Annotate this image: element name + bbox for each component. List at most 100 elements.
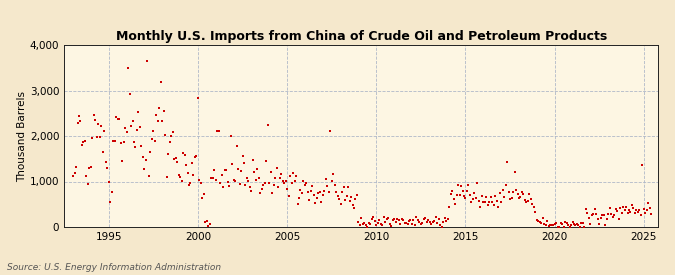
Point — [426, 222, 437, 226]
Point — [387, 218, 398, 222]
Point — [470, 195, 481, 200]
Point — [631, 208, 642, 213]
Point — [398, 218, 408, 222]
Point — [603, 211, 614, 216]
Point — [384, 222, 395, 227]
Point — [321, 177, 331, 182]
Point — [591, 212, 601, 217]
Point — [255, 191, 266, 196]
Point — [527, 202, 538, 207]
Point — [438, 220, 449, 224]
Point — [479, 200, 490, 204]
Point — [457, 189, 468, 193]
Point — [111, 114, 122, 119]
Point — [472, 181, 483, 186]
Point — [593, 217, 603, 221]
Point — [95, 135, 105, 139]
Point — [505, 196, 516, 201]
Point — [576, 221, 587, 226]
Point — [353, 220, 364, 224]
Point — [417, 221, 428, 225]
Point — [215, 180, 225, 185]
Point — [477, 194, 487, 199]
Point — [605, 212, 616, 216]
Point — [405, 218, 416, 222]
Point — [276, 172, 287, 177]
Point — [597, 212, 608, 217]
Point — [265, 169, 276, 174]
Point — [253, 175, 264, 180]
Point — [101, 160, 111, 164]
Point — [377, 222, 387, 227]
Point — [464, 192, 475, 197]
Point — [485, 195, 496, 199]
Point — [549, 222, 560, 226]
Point — [510, 188, 521, 192]
Point — [284, 193, 294, 198]
Point — [594, 222, 605, 226]
Point — [551, 221, 562, 225]
Point — [580, 207, 591, 211]
Point — [341, 194, 352, 199]
Point — [484, 200, 495, 204]
Point — [643, 201, 653, 205]
Point — [615, 206, 626, 210]
Point — [516, 189, 527, 194]
Point — [119, 125, 130, 130]
Point — [225, 133, 236, 138]
Point — [481, 194, 491, 199]
Point — [564, 225, 575, 229]
Point — [630, 211, 641, 215]
Point — [123, 66, 134, 70]
Point — [598, 213, 609, 217]
Point — [319, 189, 329, 193]
Point — [205, 222, 215, 226]
Point — [188, 173, 199, 177]
Point — [75, 119, 86, 123]
Point — [300, 183, 310, 187]
Point — [87, 136, 98, 141]
Point — [190, 155, 200, 160]
Point — [117, 159, 128, 164]
Point — [203, 224, 214, 228]
Point — [113, 117, 124, 121]
Point — [536, 220, 547, 225]
Point — [82, 182, 93, 186]
Point — [383, 216, 394, 220]
Point — [529, 204, 539, 209]
Point — [503, 190, 514, 194]
Point — [221, 168, 232, 172]
Point — [378, 215, 389, 220]
Point — [112, 117, 123, 121]
Point — [142, 59, 153, 64]
Point — [206, 176, 217, 180]
Point — [127, 119, 138, 123]
Point — [167, 130, 178, 135]
Point — [207, 176, 218, 180]
Point — [194, 178, 205, 182]
Point — [301, 180, 312, 185]
Point — [160, 133, 171, 137]
Point — [340, 198, 350, 203]
Point — [133, 110, 144, 114]
Y-axis label: Thousand Barrels: Thousand Barrels — [17, 91, 27, 182]
Point — [337, 189, 348, 194]
Point — [234, 181, 245, 186]
Point — [494, 191, 505, 195]
Point — [267, 191, 277, 196]
Point — [462, 189, 472, 193]
Point — [201, 219, 212, 224]
Point — [521, 200, 532, 204]
Point — [115, 140, 126, 145]
Point — [423, 218, 434, 222]
Point — [274, 175, 285, 180]
Point — [393, 218, 404, 222]
Point — [508, 189, 518, 194]
Point — [578, 221, 589, 225]
Point — [218, 185, 229, 189]
Point — [211, 178, 221, 182]
Point — [328, 171, 339, 176]
Point — [176, 179, 187, 183]
Point — [88, 113, 99, 117]
Point — [410, 222, 421, 227]
